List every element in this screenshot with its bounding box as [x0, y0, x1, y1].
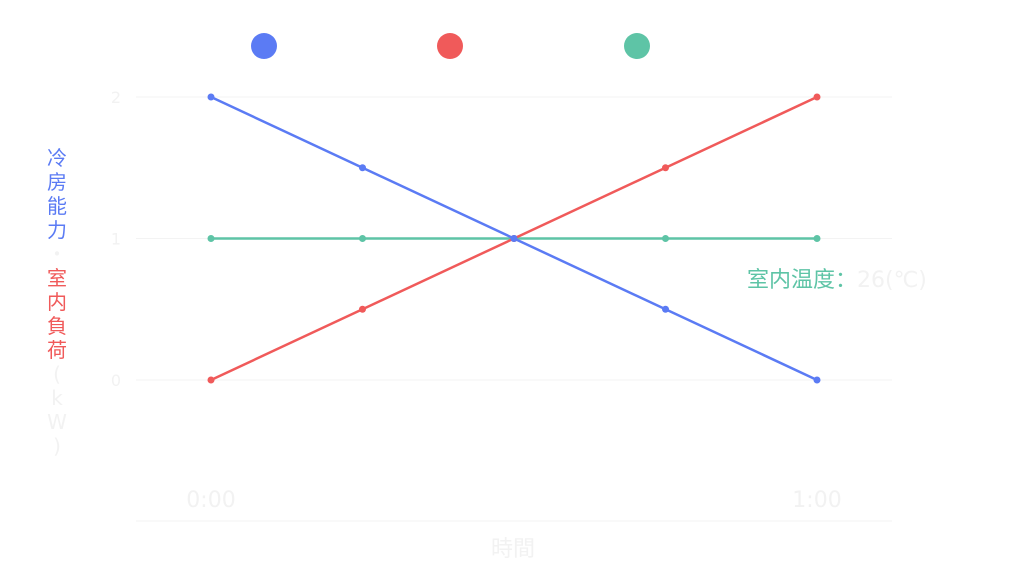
legend-marker — [437, 33, 463, 59]
legend-item[interactable]: 室内温度 — [624, 33, 733, 59]
legend-label: 冷房能力 — [288, 37, 360, 58]
x-tick-label: 1:00 — [792, 488, 841, 513]
data-point — [207, 93, 215, 101]
data-point — [359, 164, 366, 172]
room-temperature-annotation: 室内温度：26(℃) — [747, 268, 927, 293]
y-tick-label: 1 — [111, 230, 121, 249]
data-point — [813, 235, 821, 242]
data-point — [510, 235, 518, 242]
data-point — [207, 376, 215, 384]
series-1 — [207, 93, 821, 384]
series-layer — [207, 93, 821, 384]
y-axis-label: 冷房能力・室内負荷(k W) — [47, 146, 67, 458]
legend-marker — [624, 33, 650, 59]
y-tick-label: 0 — [111, 371, 121, 390]
data-point — [662, 305, 669, 313]
legend-label: 室内温度 — [661, 37, 733, 58]
x-axis-ticks: 0:00 1:00 — [186, 488, 841, 513]
legend: 冷房能力 室内負荷 室内温度 — [251, 33, 733, 59]
gridlines — [136, 96, 892, 522]
y-axis-ticks: 0 1 2 — [111, 88, 121, 390]
legend-item[interactable]: 室内負荷 — [437, 33, 546, 59]
data-point — [813, 93, 821, 101]
data-point — [662, 164, 669, 172]
x-axis-label: 時間 — [491, 537, 535, 562]
data-point — [813, 376, 821, 384]
data-point — [359, 305, 366, 313]
x-tick-label: 0:00 — [186, 488, 235, 513]
legend-marker — [251, 33, 277, 59]
y-tick-label: 2 — [111, 88, 121, 107]
data-point — [662, 235, 669, 242]
data-point — [207, 235, 215, 242]
legend-item[interactable]: 冷房能力 — [251, 33, 360, 59]
legend-label: 室内負荷 — [474, 37, 546, 58]
data-point — [359, 235, 366, 242]
